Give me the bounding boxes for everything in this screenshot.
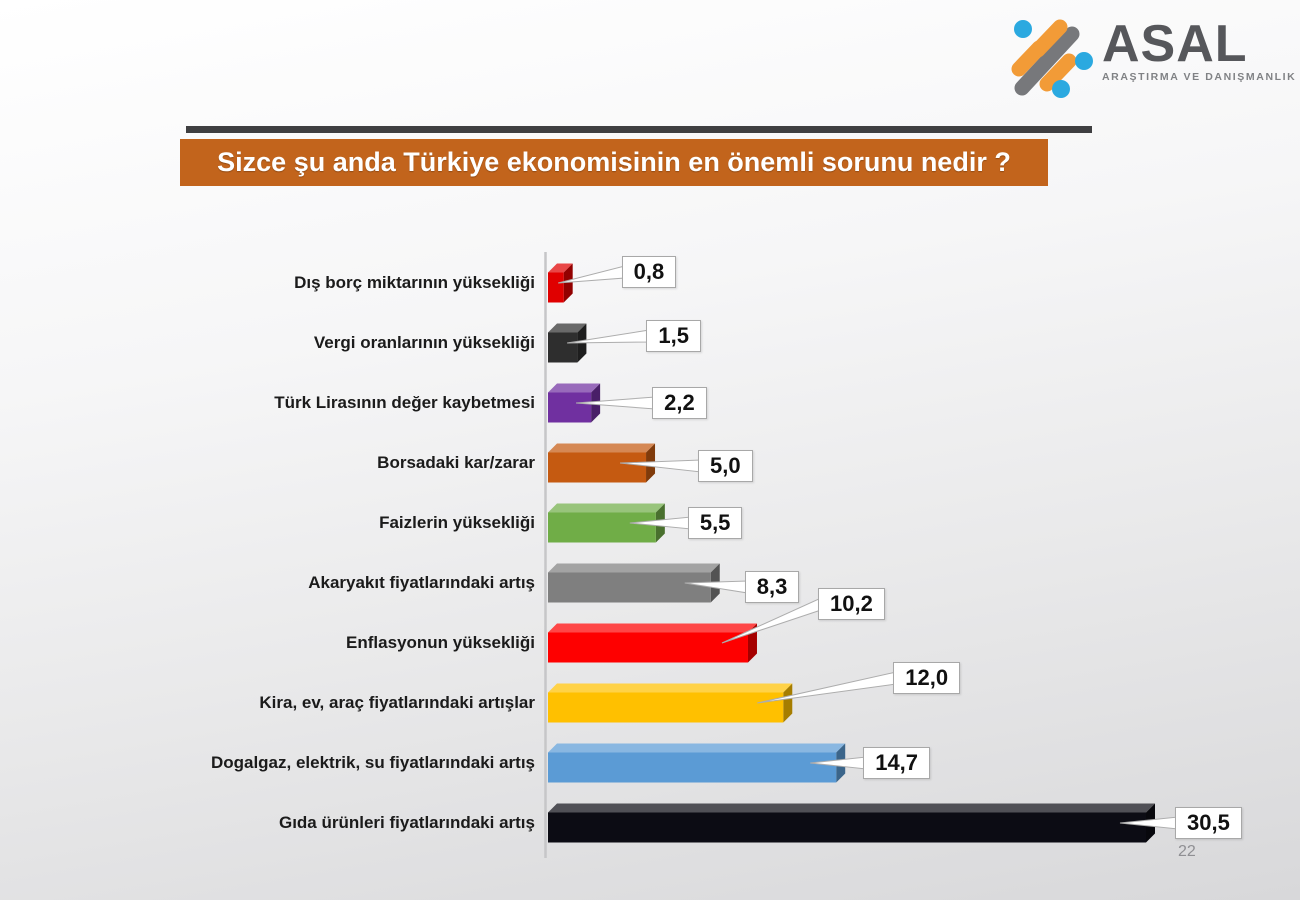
asal-logo-icon	[1011, 19, 1093, 98]
bar-1	[548, 323, 587, 363]
value-callout: 10,2	[817, 588, 885, 620]
logo-name: ASAL	[1102, 15, 1248, 73]
bar-top-face	[548, 263, 573, 273]
logo-subtitle: ARAŞTIRMA VE DANIŞMANLIK	[1102, 71, 1297, 83]
bar-side-face	[783, 683, 793, 723]
category-label: Faizlerin yüksekliği	[379, 513, 535, 532]
bar-top-face	[548, 323, 587, 333]
category-label: Akaryakıt fiyatlarındaki artış	[308, 573, 535, 592]
bar-front-face	[548, 332, 578, 363]
bar-3	[548, 443, 656, 483]
bar-top-face	[548, 743, 846, 753]
category-label: Kira, ev, araç fiyatlarındaki artışlar	[259, 693, 535, 712]
asal-logo: ASAL ARAŞTIRMA VE DANIŞMANLIK	[1008, 14, 1296, 98]
category-label: Vergi oranlarının yüksekliği	[313, 333, 535, 352]
bar-0	[548, 263, 573, 303]
value-callout: 5,5	[687, 507, 743, 539]
bar-front-face	[548, 632, 748, 663]
bar-4	[548, 503, 665, 543]
logo-dot	[1014, 20, 1032, 38]
value-callout: 12,0	[893, 662, 961, 694]
chart-title-banner: Sizce şu anda Türkiye ekonomisinin en ön…	[180, 139, 1048, 186]
bar-top-face	[548, 443, 656, 453]
bar-2	[548, 383, 601, 423]
bar-front-face	[548, 812, 1146, 843]
category-label: Borsadaki kar/zarar	[377, 453, 535, 472]
value-callout: 14,7	[863, 747, 931, 779]
bar-top-face	[548, 803, 1155, 813]
bar-9	[548, 803, 1155, 843]
value-callout: 2,2	[652, 387, 707, 419]
bar-front-face	[548, 692, 784, 723]
category-label: Türk Lirasının değer kaybetmesi	[274, 393, 535, 412]
value-callout: 5,0	[698, 450, 753, 482]
bar-7	[548, 683, 793, 723]
bar-front-face	[548, 512, 656, 543]
value-callout: 30,5	[1175, 807, 1242, 839]
bar-front-face	[548, 272, 564, 303]
category-label: Dış borç miktarının yüksekliği	[294, 273, 535, 292]
category-label: Enflasyonun yüksekliği	[346, 633, 535, 652]
bar-8	[548, 743, 846, 783]
value-callout: 8,3	[744, 571, 800, 603]
logo-dot	[1052, 80, 1070, 98]
bar-top-face	[548, 383, 601, 393]
value-callout: 0,8	[621, 256, 677, 288]
bar-side-face	[563, 263, 573, 303]
logo-dot	[1075, 52, 1093, 70]
category-label: Dogalgaz, elektrik, su fiyatlarındaki ar…	[210, 753, 535, 772]
bar-5	[548, 563, 720, 603]
bar-top-face	[548, 623, 757, 633]
bar-front-face	[548, 752, 837, 783]
page-number: 22	[1178, 843, 1196, 860]
title-top-rule	[186, 126, 1092, 133]
category-label: Gıda ürünleri fiyatlarındaki artış	[278, 813, 535, 832]
bar-top-face	[548, 563, 720, 573]
bar-6	[548, 623, 757, 663]
bar-front-face	[548, 392, 592, 423]
bar-front-face	[548, 572, 711, 603]
bar-top-face	[548, 683, 793, 693]
bar-top-face	[548, 503, 665, 513]
bar-front-face	[548, 452, 647, 483]
value-callout: 1,5	[646, 320, 701, 352]
